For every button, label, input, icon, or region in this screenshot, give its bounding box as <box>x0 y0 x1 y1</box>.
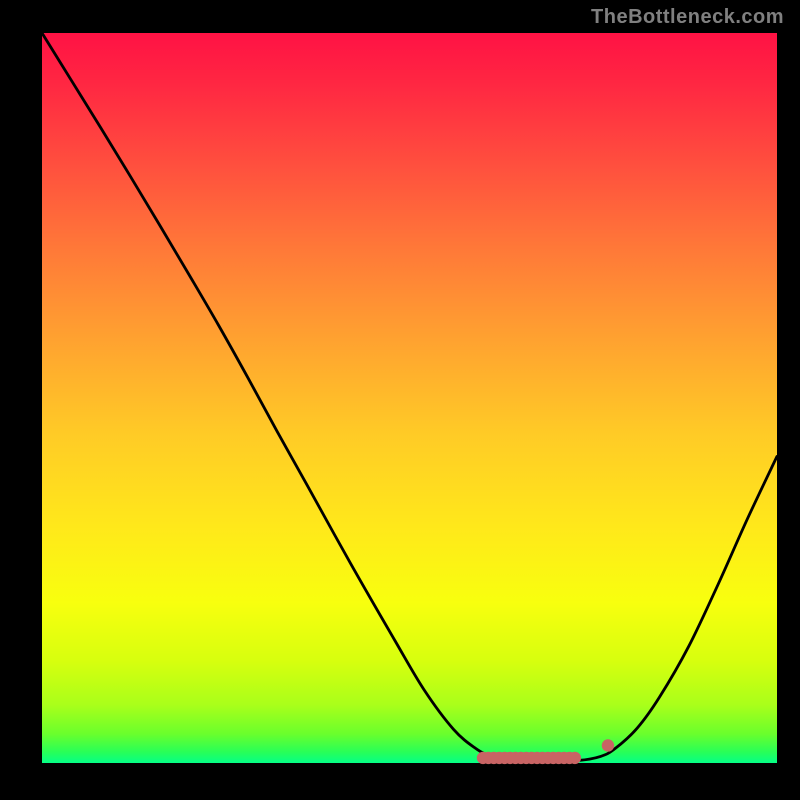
bottleneck-chart <box>0 0 800 800</box>
plot-gradient <box>42 33 777 763</box>
chart-container: TheBottleneck.com <box>0 0 800 800</box>
optimal-marker <box>569 752 581 764</box>
watermark-text: TheBottleneck.com <box>591 6 784 29</box>
optimal-marker-end <box>602 739 614 751</box>
